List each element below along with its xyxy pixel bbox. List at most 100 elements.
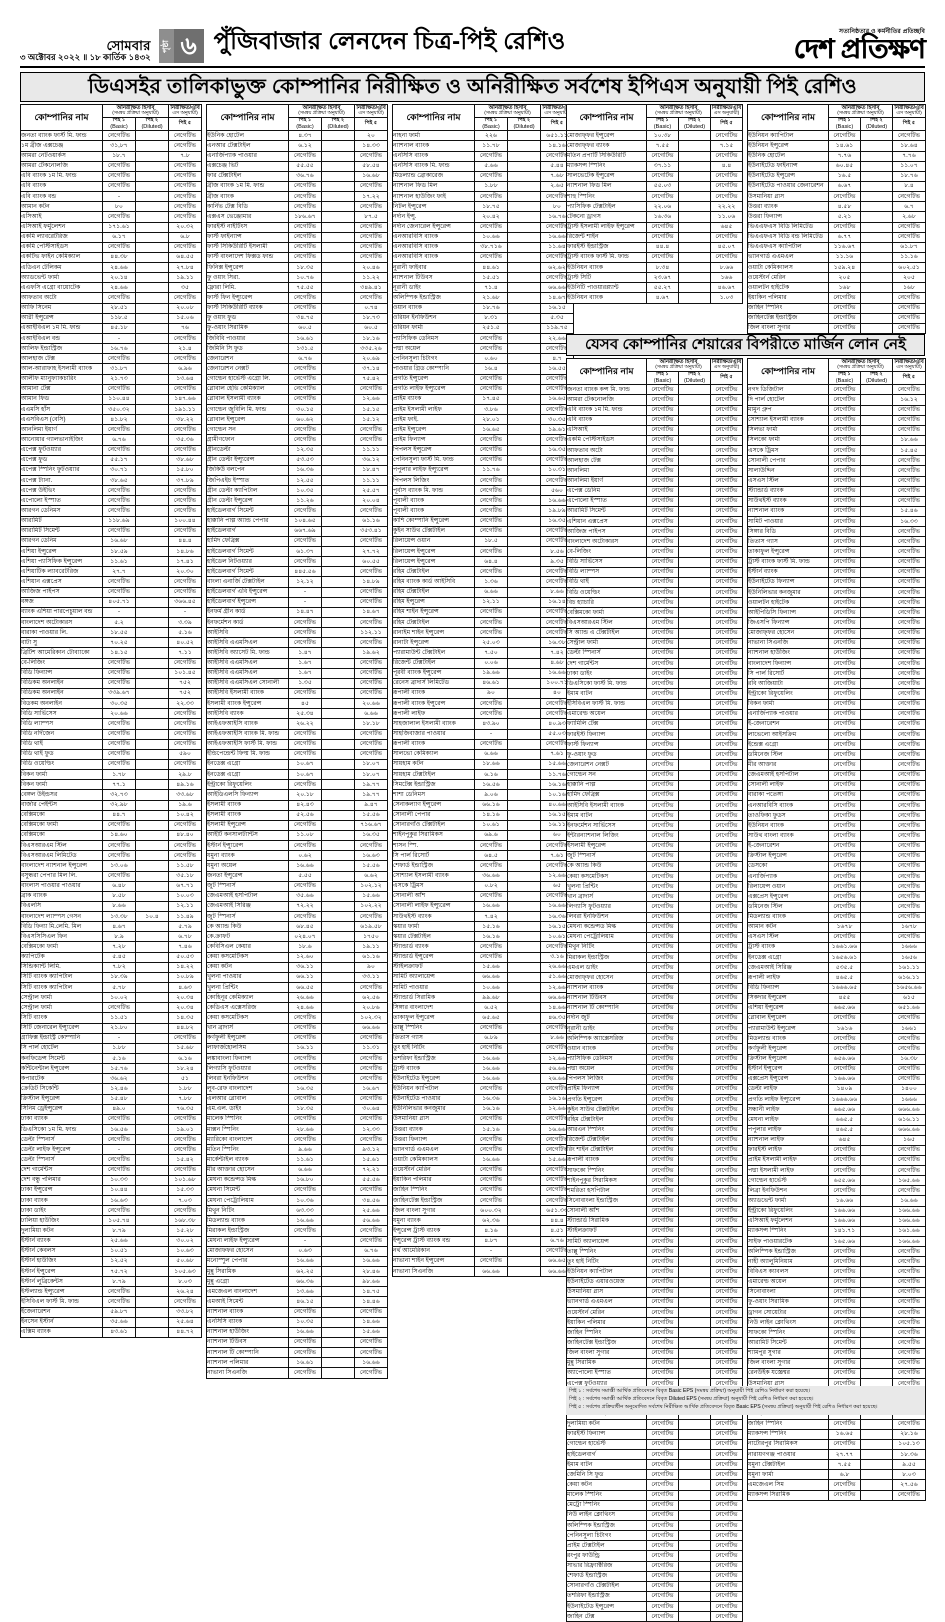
- cell-company-name: হাইডেলবার্গ সিমেন্ট: [206, 545, 289, 558]
- table-row: রিজেন্ট টেক্সটাইল নেগেটিভ নেগেটিভ: [566, 1134, 744, 1146]
- table-row: সামিট পাওয়ার নেগেটিভ ১৬.৩৩: [747, 516, 927, 528]
- table-row: ব্রীজ ব্যাংক ১ম মি. ফান্ড নেগেটিভ নেগেটিভ: [206, 180, 389, 193]
- cell-pe1: ৭২.২২: [288, 900, 322, 913]
- cell-pe1: ১.৪৭: [288, 647, 322, 659]
- cell-pe1: নেগেটিভ: [646, 972, 679, 984]
- table-row: এশিয়ান এক্সপ্রেস নেগেটিভ নেগেটিভ: [566, 516, 744, 528]
- table-row: ইউনাইটেড ফাইন্যান্স ৬০.৪৫ ১১.০৭: [747, 160, 927, 172]
- cell-pe2: [859, 901, 894, 913]
- cell-company-name: তাওফিকা ফুডস: [747, 810, 829, 822]
- cell-pe1: নেগেটিভ: [646, 1185, 679, 1197]
- cell-pe1: নেগেটিভ: [474, 1144, 508, 1156]
- cell-company-name: একমি পেস্টিসাইডস: [566, 434, 647, 447]
- cell-pe1: ১৬.১৬: [474, 1103, 508, 1115]
- cell-pe1: নেগেটিভ: [474, 475, 508, 487]
- cell-pe2: [859, 140, 894, 152]
- cell-company-name: ইউনিলিভার কনজুমার: [747, 587, 829, 599]
- cell-company-name: তশরিফা ইন্ডাস্ট্রিজ: [392, 1053, 475, 1065]
- table-row: বেক্সিমকো ১৪.৬০ ৪৮.৪০: [20, 829, 203, 842]
- cell-pe1: ০.৬৩: [288, 1245, 322, 1257]
- cell-company-name: পিপলস লিজিং: [566, 1073, 647, 1085]
- cell-company-name: সালাউদ্দিন: [747, 465, 829, 477]
- cell-company-name: জিল বাংলা সুগার: [566, 1347, 647, 1359]
- table-row: এনআরবিসি ব্যাংক নেগেটিভ নেগেটিভ: [392, 251, 575, 264]
- cell-pe5: ৬২.৫৬: [354, 992, 389, 1004]
- table-row: পিপলস ইন্সুরেন্স নেগেটিভ ১৬.৩৫: [392, 444, 575, 456]
- cell-company-name: বিডি সার্ভিসেস: [566, 556, 647, 568]
- cell-pe1: নেগেটিভ: [288, 728, 322, 740]
- cell-company-name: সেন্ট্রাল ফার্মা: [20, 1002, 103, 1014]
- cell-pe1: ১৬.৬১: [288, 333, 322, 345]
- cell-company-name: বেক্সিমকো: [20, 829, 103, 842]
- header-unaudited-group: অনিরীক্ষিত হিসাব (সমন্বয় প্রক্রিয়া অনুয…: [473, 104, 542, 118]
- cell-pe1: ২৮.৫১: [102, 302, 136, 314]
- table-row: এক্সপ্রেস ইন্সুরেন্স ১৬৬.৬৬ নেগেটিভ: [747, 1073, 927, 1085]
- cell-pe5: নেগেটিভ: [710, 384, 744, 396]
- cell-pe1: ৬.৬৬: [474, 748, 508, 760]
- newspaper-logo: সত্যনিষ্ঠতার ও কর্মনীতির প্রতিচ্ছবি দেশ …: [794, 29, 926, 64]
- cell-company-name: লিগ্যাসি ফুটওয়্যার: [206, 1063, 289, 1075]
- cell-company-name: ভিএএফএস বিডি বন্ড লিমিটেড: [747, 231, 829, 243]
- cell-pe2: [506, 180, 542, 193]
- cell-pe1: নেগেটিভ: [288, 1073, 322, 1085]
- table-row: আইসিবি এএমসিএল সোনালী ১.৩৫ নেগেটিভ: [206, 677, 389, 689]
- table-row: সিনোবাংলা ইন্ডাস্ট্রিজ নেগেটিভ নেগেটিভ: [566, 1195, 744, 1207]
- cell-pe2: [320, 393, 356, 406]
- cell-pe2: [859, 1144, 894, 1156]
- cell-pe5: ২২.২২: [710, 201, 744, 213]
- cell-pe2: [320, 292, 356, 304]
- cell-company-name: ইন্টারন্যাশনাল লিজিং: [566, 830, 647, 842]
- table-row: ন্যাশনাল টিউবস নেগেটিভ নেগেটিভ: [566, 992, 744, 1004]
- cell-pe2: [320, 840, 356, 852]
- cell-company-name: গ্লোবাল ইন্সুরেন্স: [747, 1012, 829, 1025]
- cell-pe1: ১০.৩৩: [102, 1174, 136, 1186]
- cell-pe2: [320, 170, 356, 182]
- table-row: ফারইস্ট ফিন্যান্স নেগেটিভ নেগেটিভ: [566, 1428, 744, 1440]
- table-row: জিল বাংলা সুগার নেগেটিভ নেগেটিভ: [566, 1347, 744, 1359]
- cell-pe2: [134, 262, 170, 274]
- pe-table: কোম্পানির নাম অনিরীক্ষিত হিসাব (সমন্বয় প্…: [747, 357, 927, 1501]
- cell-pe5: ১৮.১৮: [354, 718, 389, 730]
- cell-pe2: [677, 729, 712, 741]
- cell-pe1: নেগেটিভ: [288, 779, 322, 791]
- cell-pe1: ১৬.৭৬: [102, 343, 136, 355]
- cell-pe2: [134, 748, 170, 760]
- cell-pe2: [506, 1174, 542, 1186]
- cell-pe5: ৬.৯৬: [168, 363, 203, 375]
- cell-company-name: গোল্ডেন সন: [566, 769, 647, 781]
- cell-company-name: বিডি ফিন্যান্স: [20, 667, 103, 679]
- cell-pe2: [134, 292, 170, 304]
- header-pe5: পিই ৫: [710, 370, 744, 386]
- table-row: পিপলস লিজিং নেগেটিভ নেগেটিভ: [392, 475, 575, 487]
- cell-pe1: ১.৬৭: [288, 657, 322, 669]
- cell-pe2: [506, 434, 542, 446]
- cell-pe1: ১৩.৬৬: [288, 1286, 322, 1298]
- table-row: তাকাফুল ইন্সুরেন্স ৬৫.৬৫ ৪৬.৩৫: [392, 1012, 575, 1024]
- cell-pe2: [134, 160, 170, 172]
- cell-pe2: [859, 1307, 894, 1319]
- cell-company-name: আনলিমা ইয়ার্ণ: [566, 475, 647, 487]
- cell-pe1: নেগেটিভ: [646, 678, 679, 690]
- cell-pe1: -: [288, 586, 322, 598]
- cell-pe1: -: [102, 606, 136, 618]
- cell-pe1: ১৬৬.৬৬: [828, 1073, 861, 1085]
- table-row: ফু ওয়াং সিরা. ১০.৭৬ ১১.২২: [206, 272, 389, 284]
- cell-pe5: ১৬৫৬: [892, 952, 927, 964]
- cell-pe2: [320, 221, 356, 233]
- cell-pe2: [677, 1479, 712, 1491]
- cell-pe2: [134, 1144, 170, 1156]
- table-row: ইউনাইটেড ফিন্যান্স নেগেটিভ নেগেটিভ: [747, 576, 927, 589]
- cell-pe5: নেগেটিভ: [710, 627, 744, 639]
- cell-pe2: [320, 1235, 356, 1247]
- cell-pe2: [859, 1134, 894, 1146]
- cell-pe2: [859, 404, 894, 416]
- cell-company-name: এমআই সিমেন্ট: [206, 1296, 289, 1308]
- cell-pe1: নেগেটিভ: [288, 1347, 322, 1359]
- cell-company-name: গ্রীন ডেল্টা ইন্সুরেন্স: [206, 495, 289, 507]
- cell-pe1: নেগেটিভ: [646, 1418, 679, 1430]
- cell-pe5: নেগেটিভ: [892, 1337, 927, 1349]
- cell-pe5: ৬৬৬.৬৬: [892, 1104, 927, 1116]
- cell-pe5: নেগেটিভ: [168, 1205, 203, 1217]
- table-row: এনআরবিসি ব্যাংক ১০.৬৬ ১৬.৬৬: [392, 231, 575, 243]
- table-row: ডেসকো নেগেটিভ নেগেটিভ: [747, 860, 927, 872]
